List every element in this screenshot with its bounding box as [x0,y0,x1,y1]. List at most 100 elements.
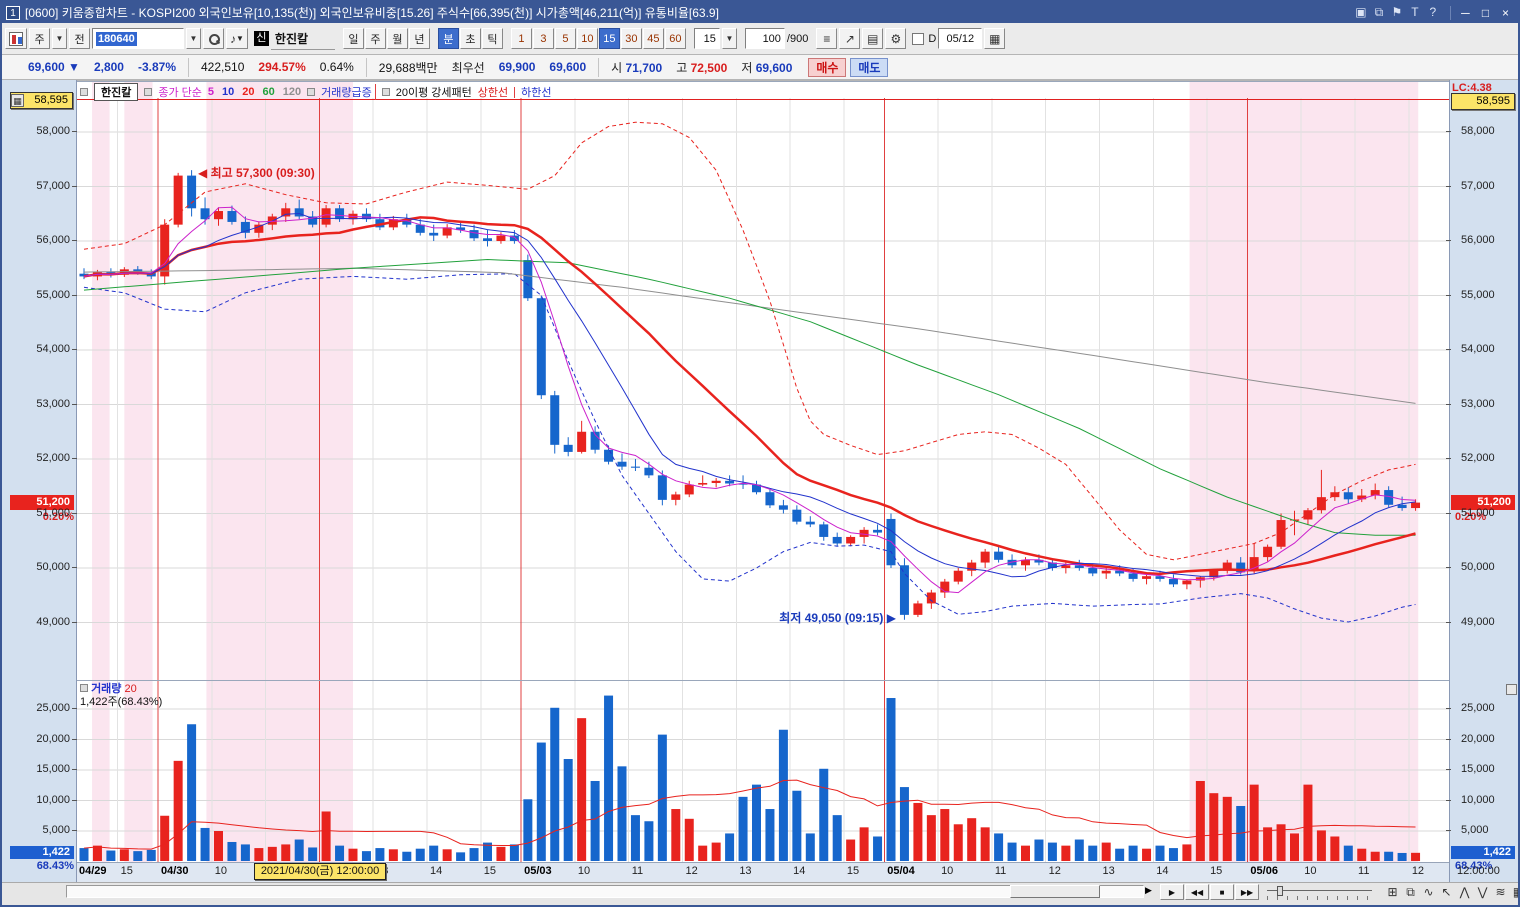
ma-period-120: 120 [282,86,302,98]
volume-legend-title[interactable]: 거래량 [91,683,122,695]
calendar-icon: ▦ [989,31,1001,46]
buy-button[interactable]: 매수 [808,57,847,77]
grid-add-icon[interactable]: ⊞ [1387,885,1398,899]
ma-period-20: 20 [242,86,255,98]
minute-button-3[interactable]: 3 [532,28,554,49]
asset-type-button[interactable]: 주 [29,28,50,49]
stop-button[interactable]: ■ [1210,884,1234,900]
dock-window-icon[interactable]: ▣ [1355,5,1367,19]
volume-pane[interactable] [77,680,1449,862]
minute-button-30[interactable]: 30 [620,28,642,49]
vol-surge-toggle-icon[interactable] [307,88,316,96]
code-dropdown[interactable]: ▼ [186,28,201,49]
mode-button-초[interactable]: 초 [459,28,481,49]
gear-icon: ⚙ [890,31,902,46]
axis-tick-label: 25,000 [1446,702,1517,714]
chart-scrollbar-handle[interactable] [1010,885,1100,898]
period-button-주[interactable]: 주 [364,28,386,49]
valleys-tool-icon[interactable]: ⋁ [1477,885,1488,899]
period-button-월[interactable]: 월 [386,28,408,49]
date-input[interactable]: 05/12 [938,28,983,49]
save-chart-button[interactable]: ▤ [862,28,884,49]
time-axis[interactable] [77,862,1449,882]
axis-tick-label: 53,000 [6,398,77,410]
period-button-년[interactable]: 년 [408,28,430,49]
mode-button-틱[interactable]: 틱 [481,28,503,49]
stock-name: 한진칼 [270,28,335,50]
cursor-icon[interactable]: ↖ [1441,885,1452,899]
play-button[interactable]: ▶ [1160,884,1184,900]
custom-period-input[interactable]: 15 [693,28,720,49]
zoom-slider[interactable] [1267,886,1372,900]
stock-code-input[interactable]: 180640 [92,28,184,49]
minute-button-15[interactable]: 15 [598,28,620,49]
axis-tick-label: 58,000 [6,125,77,137]
grid-settings-icon[interactable]: ▦ [11,94,24,107]
volume-toggle-icon[interactable] [80,684,88,692]
sell-button[interactable]: 매도 [850,57,889,77]
zoom-slider-thumb[interactable] [1277,886,1283,896]
close-button[interactable]: × [1501,5,1509,20]
time-axis-day-label: 04/29 [79,865,107,877]
maximize-button[interactable]: □ [1481,5,1490,20]
ma-legend-label[interactable]: 종가 단순 [158,87,202,99]
legend-toggle-icon[interactable] [80,88,88,96]
axis-tick-label: 49,000 [6,616,77,628]
pattern-toggle-icon[interactable] [381,88,390,96]
chart-scrollbar-track[interactable] [66,885,1144,898]
ma-toggle-icon[interactable] [144,88,153,96]
font-size-icon[interactable]: T [1411,5,1419,19]
prev-stock-button[interactable]: 전 [69,28,90,49]
minute-button-10[interactable]: 10 [576,28,598,49]
vol-surge-legend[interactable]: 거래량급증 [321,84,376,100]
minute-button-5[interactable]: 5 [554,28,576,49]
upper-limit-legend[interactable]: 상한선 [477,87,509,99]
minute-button-60[interactable]: 60 [664,28,686,49]
peaks-tool-icon[interactable]: ⋀ [1459,885,1470,899]
pattern-legend[interactable]: 20이평 강세패턴 [395,87,472,99]
high-label: 고 [676,60,688,75]
date-checkbox[interactable] [912,32,925,45]
upper-limit-box-right: 58,595 [1451,93,1515,110]
price-pane[interactable] [77,82,1449,680]
calendar-button[interactable]: ▦ [984,28,1006,49]
scroll-next-button[interactable]: ▶ [1145,885,1152,895]
help-icon[interactable]: ? [1429,5,1437,19]
pattern-icon[interactable]: ∿ [1423,885,1434,899]
axis-tick-label: 55,000 [1446,289,1517,301]
voice-alert-button[interactable]: ♪ ▼ [226,28,248,49]
minute-button-45[interactable]: 45 [642,28,664,49]
axis-tick-label: 20,000 [1446,733,1517,745]
minute-button-1[interactable]: 1 [510,28,532,49]
legend-stock-name[interactable]: 한진칼 [94,83,139,101]
multiline-tool-icon[interactable]: ≋ [1495,885,1506,899]
chart-menu-button[interactable] [5,28,27,49]
window-cascade-icon[interactable]: ⧉ [1406,884,1415,899]
asset-type-dropdown[interactable]: ▼ [52,28,67,49]
minimize-button[interactable]: ─ [1461,5,1470,20]
lower-limit-legend[interactable]: 하한선 [521,87,552,99]
period-button-일[interactable]: 일 [342,28,364,49]
high-annotation: ◀ 최고 57,300 (09:30) [198,166,315,180]
volume-badge-left: 1,422 [10,846,74,859]
time-axis-day-label: 05/04 [887,865,915,877]
window-number-badge: 1 [6,5,20,20]
price-axis-left[interactable] [2,80,77,882]
candle-edit-button[interactable]: ≡ [816,28,838,49]
custom-period-dropdown[interactable]: ▼ [721,28,737,49]
price-axis-right[interactable] [1449,80,1518,882]
duplicate-window-icon[interactable]: ⧉ [1374,5,1384,19]
stock-search-button[interactable] [203,28,224,49]
bar-count-input[interactable]: 100 [744,28,785,49]
chart-settings-button[interactable]: ⚙ [885,28,907,49]
volume-pane-options-icon[interactable] [1506,684,1517,695]
fast-forward-button[interactable]: ▶▶ [1235,884,1259,900]
trendline-button[interactable]: ↗ [839,28,861,49]
pin-icon[interactable]: ⚑ [1391,5,1403,19]
chart-image-icon[interactable]: ▦ [1510,884,1518,900]
axis-tick-label: 51,000 [6,507,77,519]
mode-button-분[interactable]: 분 [437,28,459,49]
time-axis-hour-label: 10 [577,865,591,877]
rewind-button[interactable]: ◀◀ [1185,884,1209,900]
time-axis-hour-label: 11 [1358,865,1370,877]
